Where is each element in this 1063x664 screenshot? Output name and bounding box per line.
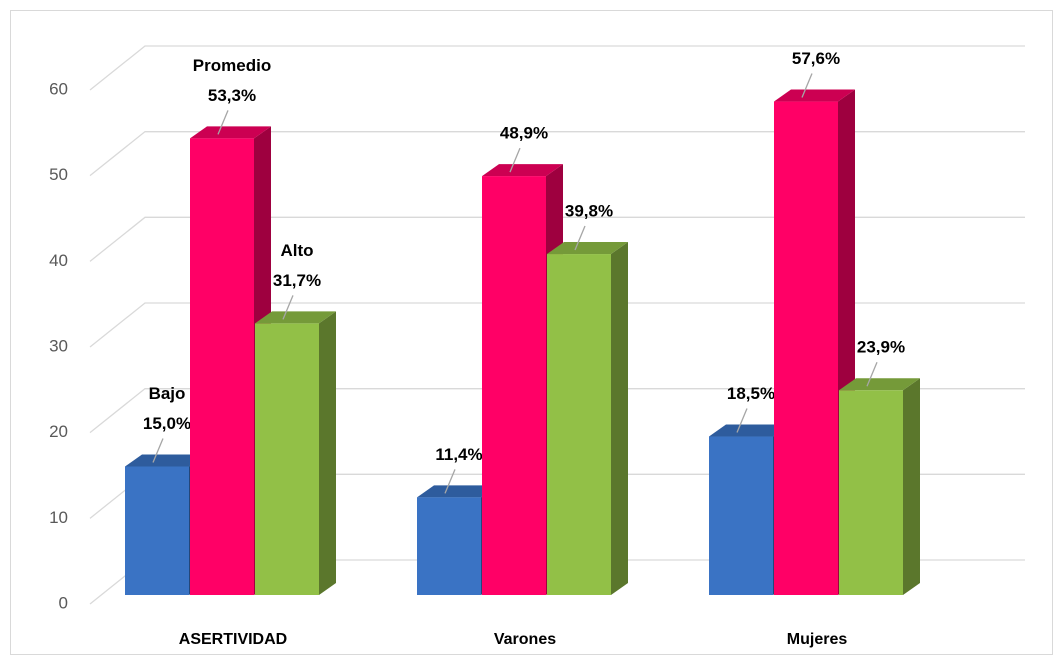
x-tick-label: ASERTIVIDAD	[179, 631, 287, 648]
bar	[125, 466, 189, 595]
data-label: 11,4%	[435, 445, 482, 464]
bar	[255, 323, 319, 595]
leader-line	[282, 295, 294, 320]
bar	[417, 497, 481, 595]
leader-line	[509, 147, 521, 173]
bar-top	[125, 454, 206, 467]
grid-line	[89, 216, 1025, 262]
bar-top	[709, 424, 790, 437]
data-label: 57,6%	[792, 49, 840, 68]
leader-line	[152, 438, 164, 463]
data-label: 48,9%	[500, 124, 548, 143]
leader-line	[217, 110, 229, 135]
bar	[709, 436, 773, 595]
data-label: 53,3%	[208, 86, 256, 105]
series-name: Promedio	[193, 56, 271, 75]
bar-top	[417, 485, 498, 498]
data-label: 15,0%	[143, 414, 191, 433]
y-tick-label: 60	[49, 79, 68, 98]
leader-line	[444, 469, 456, 494]
grid-line	[89, 45, 1025, 91]
series-name: Bajo	[149, 384, 186, 403]
bar	[190, 138, 254, 595]
bar-top	[190, 126, 271, 139]
data-label: 39,8%	[565, 202, 613, 221]
data-label: 31,7%	[273, 271, 321, 290]
data-label: 23,9%	[857, 338, 905, 357]
x-tick-label: Mujeres	[787, 631, 848, 648]
bar-side	[319, 311, 336, 595]
bar	[774, 101, 838, 595]
y-tick-label: 40	[49, 251, 68, 270]
y-tick-label: 50	[49, 165, 68, 184]
bar	[547, 254, 611, 595]
bar-top	[547, 242, 628, 255]
bar	[839, 390, 903, 595]
bar-top	[774, 89, 855, 102]
bar-side	[611, 242, 628, 595]
bar-side	[903, 378, 920, 595]
grid-line	[89, 388, 1025, 434]
bar-top	[255, 311, 336, 324]
bar-top	[482, 164, 563, 177]
bar-top	[839, 378, 920, 391]
grid-line	[89, 131, 1025, 177]
y-tick-label: 0	[59, 593, 68, 612]
y-tick-label: 30	[49, 336, 68, 355]
series-name: Alto	[280, 241, 313, 260]
data-label: 18,5%	[727, 384, 775, 403]
leader-line	[574, 225, 586, 251]
leader-line	[736, 408, 748, 433]
y-tick-label: 20	[49, 422, 68, 441]
grid-line	[89, 302, 1025, 348]
y-tick-label: 10	[49, 508, 68, 527]
bar	[482, 176, 546, 595]
leader-line	[866, 362, 878, 387]
x-tick-label: Varones	[494, 631, 556, 648]
leader-line	[801, 73, 813, 98]
